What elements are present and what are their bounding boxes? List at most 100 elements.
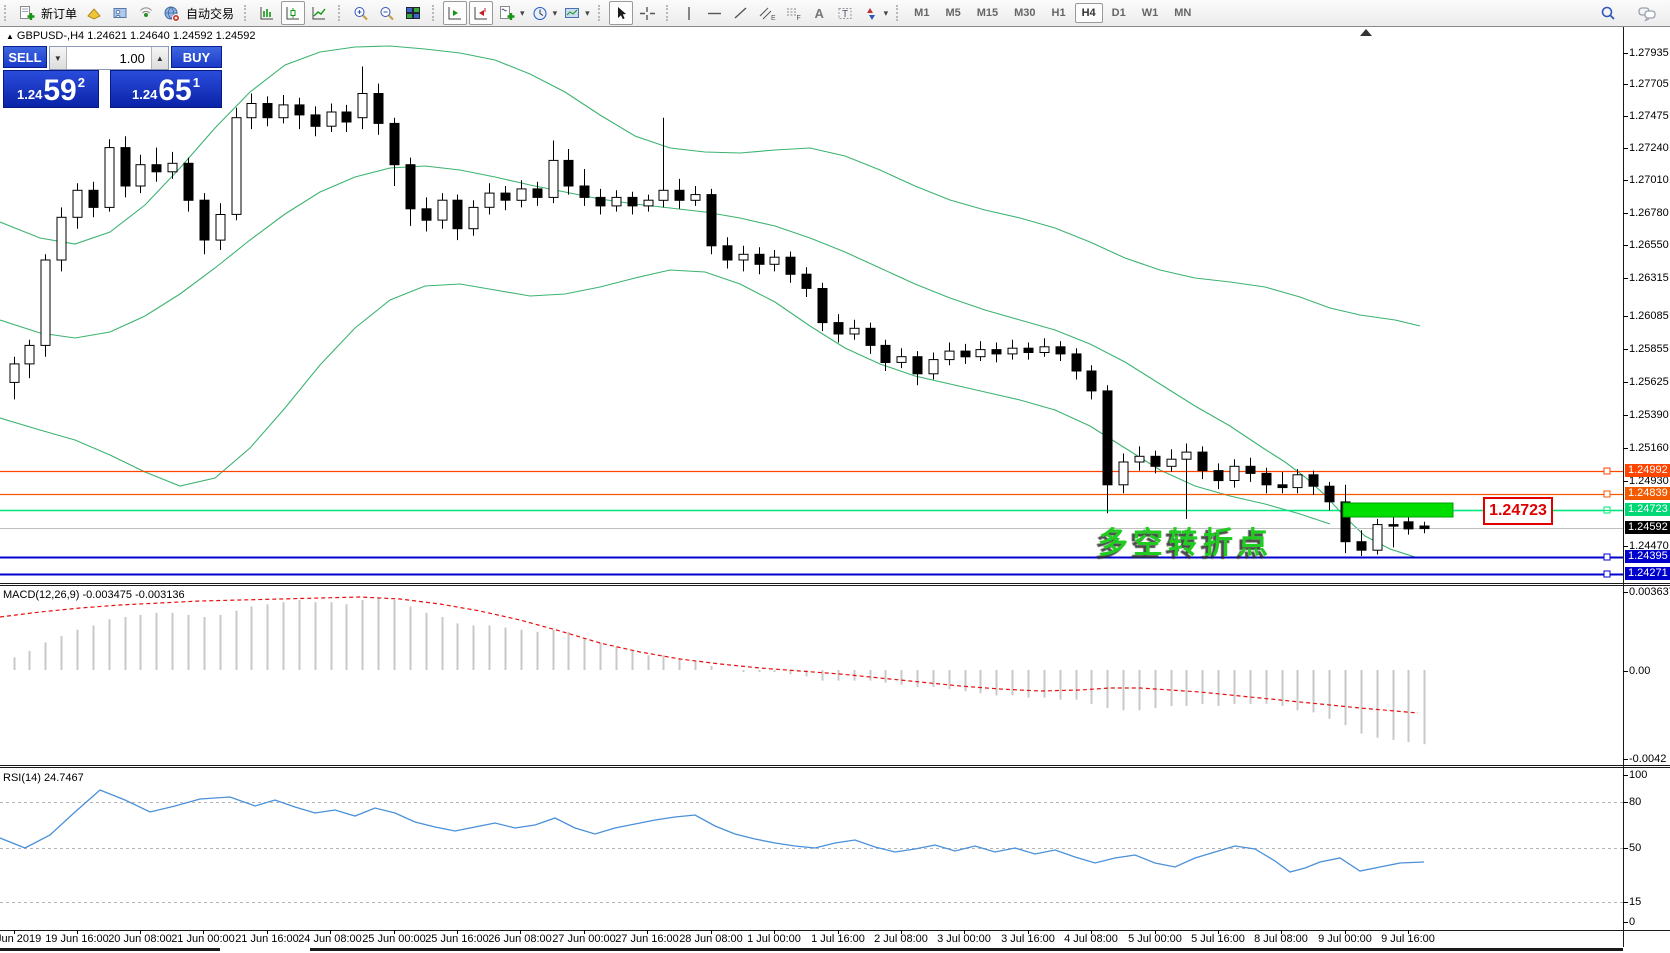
candlestick-chart-button[interactable] [281, 1, 306, 25]
templates-button[interactable] [560, 1, 584, 25]
time-label: 21 Jun 00:00 [171, 933, 235, 945]
price-tick: 1.27935 [1629, 47, 1669, 59]
tile-windows-button[interactable] [401, 1, 425, 25]
timeframe-button-m5[interactable]: M5 [945, 7, 961, 19]
candle [1308, 474, 1319, 487]
price-level-label-1.24839: 1.24839 [1625, 487, 1670, 500]
sell-price-prefix: 1.24 [17, 87, 43, 102]
market-watch-button[interactable] [108, 1, 132, 25]
timeframe-button-m15[interactable]: M15 [976, 7, 999, 19]
candle [516, 188, 527, 201]
chat-button[interactable] [1635, 1, 1659, 25]
toolb​ar-drag-handle[interactable] [338, 5, 344, 21]
volume-increase-button[interactable]: ▲ [150, 47, 168, 69]
zoom-in-button[interactable] [349, 1, 373, 25]
candle [199, 199, 210, 241]
candle [690, 194, 701, 201]
price-tick: 1.25855 [1629, 343, 1669, 355]
candle [991, 349, 1002, 355]
auto-scroll-button[interactable] [443, 1, 468, 25]
candle [1039, 346, 1050, 353]
candle [310, 114, 321, 127]
arrows-tool-button[interactable] [859, 1, 883, 25]
timeframe-button-h1[interactable]: H1 [1051, 7, 1066, 19]
bar-chart-button[interactable] [255, 1, 279, 25]
toolbar-drag-handle[interactable] [4, 5, 10, 21]
toolbar-drag-handle[interactable] [244, 5, 250, 21]
toolbar-drag-handle[interactable] [665, 5, 672, 21]
periods-button[interactable] [528, 1, 552, 25]
crosshair-button[interactable] [635, 1, 659, 25]
horizontal-line-button[interactable] [703, 1, 727, 25]
bottom-scrollbar-segment[interactable] [0, 948, 220, 951]
timeframe-button-d1[interactable]: D1 [1111, 7, 1126, 19]
templates-dropdown-arrow[interactable]: ▾ [585, 7, 590, 18]
auto-trading-button[interactable] [160, 1, 184, 25]
candle [40, 259, 51, 346]
sell-price-big: 59 [43, 74, 77, 107]
sell-button[interactable]: SELL [3, 46, 47, 68]
macd-signal-line [0, 596, 1419, 714]
new-order-icon [20, 5, 35, 20]
timeframe-button-m30[interactable]: M30 [1014, 7, 1036, 19]
price-callout-box[interactable]: 1.24723 [1483, 497, 1553, 525]
time-label: 9 Jul 00:00 [1318, 933, 1372, 945]
price-tick: 1.24930 [1629, 475, 1669, 487]
turning-point-annotation[interactable]: 多空转折点 [1098, 527, 1273, 560]
chart-profile-button[interactable] [82, 1, 106, 25]
arrows-dropdown-arrow[interactable]: ▾ [883, 7, 889, 18]
time-label: 2 Jul 08:00 [874, 933, 928, 945]
volume-input[interactable] [66, 47, 151, 69]
zoom-out-button[interactable] [375, 1, 399, 25]
buy-button[interactable]: BUY [170, 46, 222, 68]
toolbar-drag-handle[interactable] [896, 5, 902, 21]
bar-chart-icon [260, 6, 274, 19]
sell-price-box[interactable]: 1.24 59 2 [3, 70, 99, 108]
toolbar-drag-handle[interactable] [432, 5, 438, 21]
trendline-button[interactable] [729, 1, 753, 25]
timeframe-button-m1[interactable]: M1 [914, 7, 930, 19]
price-tick: 1.27010 [1629, 174, 1669, 186]
upper-band [0, 45, 1421, 327]
new-order-button[interactable] [15, 1, 39, 25]
line-chart-button[interactable] [307, 1, 331, 25]
buy-price-box[interactable]: 1.24 65 1 [110, 70, 222, 108]
candle [754, 253, 765, 265]
text-label-button[interactable]: T [833, 1, 857, 25]
timeframe-button-mn[interactable]: MN [1174, 7, 1192, 19]
candle [104, 147, 115, 208]
candle [231, 117, 242, 215]
time-label: 24 Jun 08:00 [298, 933, 362, 945]
new-order-label[interactable]: 新订单 [41, 6, 78, 21]
auto-trading-label[interactable]: 自动交易 [186, 6, 235, 21]
candle [769, 256, 780, 265]
timeframe-button-h4[interactable]: H4 [1074, 3, 1103, 23]
candle [120, 147, 131, 187]
middle-band [0, 165, 1419, 559]
cursor-button[interactable] [608, 1, 633, 25]
periods-dropdown-arrow[interactable]: ▾ [552, 7, 558, 18]
indicators-dropdown-arrow[interactable]: ▾ [520, 7, 525, 18]
indicators-button[interactable] [495, 1, 519, 25]
price-tick: 1.27705 [1629, 78, 1669, 90]
buy-price-big: 65 [158, 74, 192, 107]
vertical-line-button[interactable] [677, 1, 701, 25]
fibonacci-button[interactable]: F [781, 1, 805, 25]
signal-button[interactable] [134, 1, 158, 25]
equidistant-channel-button[interactable]: E [755, 1, 779, 25]
chart-shift-icon [474, 6, 488, 19]
candle [1197, 451, 1208, 472]
toolbar-drag-handle[interactable] [597, 5, 604, 21]
candle [437, 199, 448, 221]
candle [1213, 470, 1224, 482]
candle [183, 162, 194, 201]
candle [706, 194, 717, 247]
text-tool-button[interactable]: A [807, 1, 831, 25]
volume-decrease-button[interactable]: ▼ [49, 47, 67, 69]
bottom-scrollbar-segment[interactable] [310, 948, 1623, 951]
candle [849, 327, 860, 335]
chart-shift-button[interactable] [469, 1, 494, 25]
timeframe-button-w1[interactable]: W1 [1141, 7, 1159, 19]
search-button[interactable] [1596, 1, 1620, 25]
